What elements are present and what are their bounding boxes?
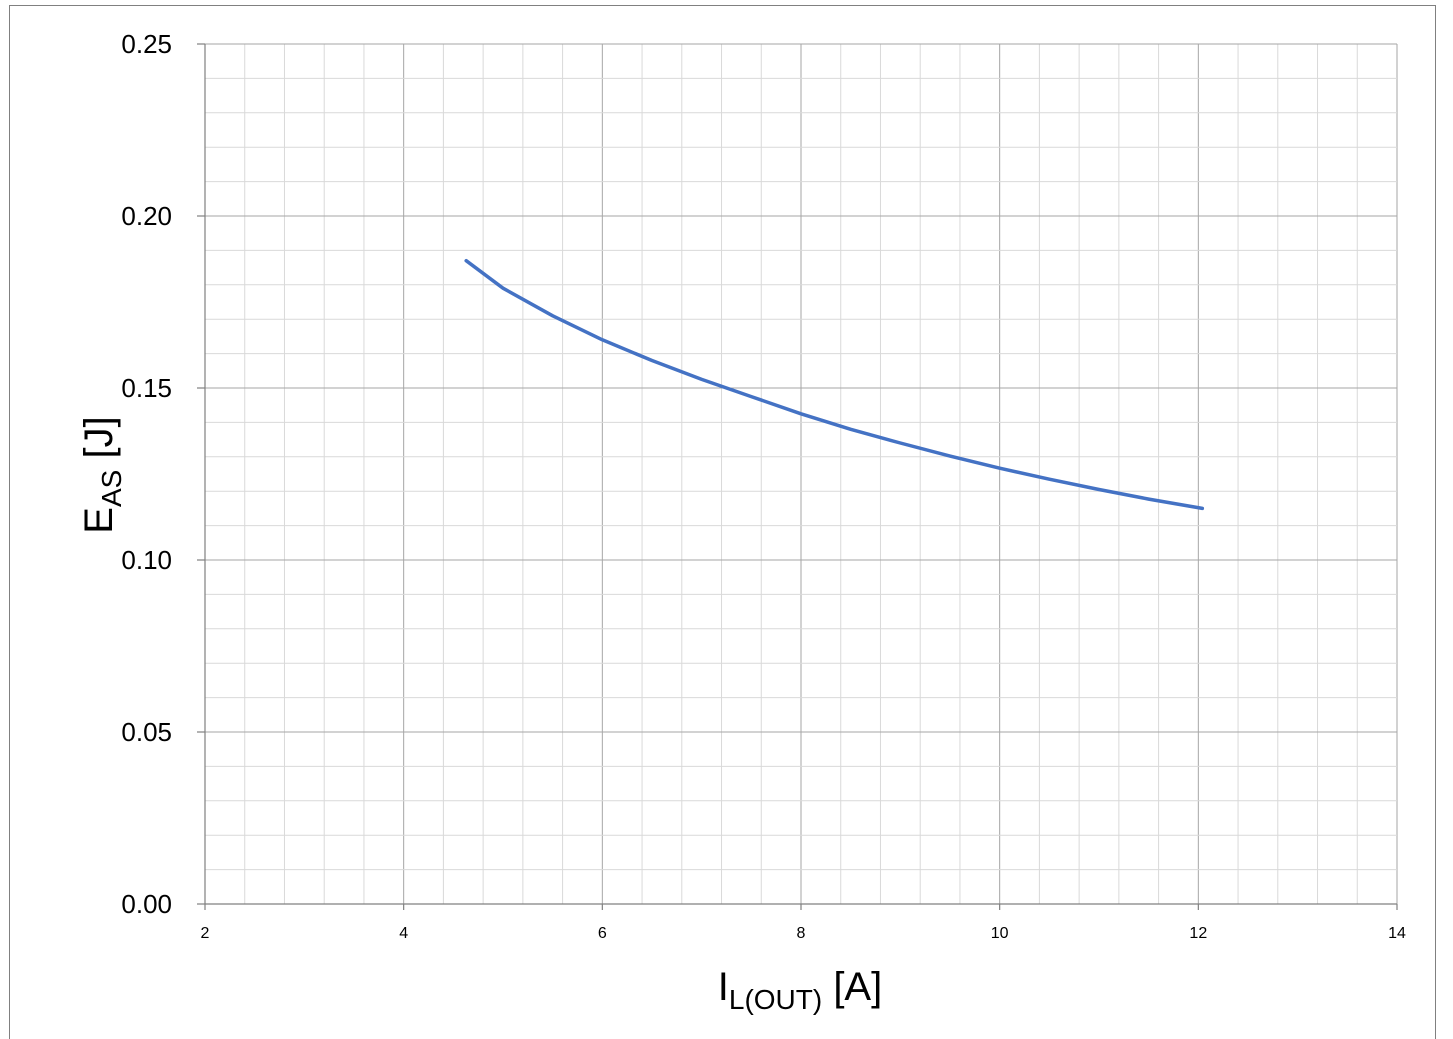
x-tick-label: 4 <box>399 925 408 942</box>
x-tick-label: 12 <box>1189 925 1207 942</box>
y-axis-title-main: E <box>77 507 121 534</box>
y-tick-label: 0.20 <box>121 201 172 231</box>
y-tick-label: 0.05 <box>121 717 172 747</box>
x-tick-label: 2 <box>201 925 210 942</box>
x-axis-title-unit: [A] <box>822 965 882 1009</box>
grid <box>204 43 1398 905</box>
y-tick-label: 0.10 <box>121 545 172 575</box>
y-tick-label: 0.15 <box>121 373 172 403</box>
series-layer <box>464 258 1205 511</box>
y-axis-title: EAS [J] <box>77 416 127 533</box>
x-axis-title: IL(OUT) [A] <box>718 965 882 1015</box>
axes <box>197 43 1398 910</box>
y-tick-label: 0.00 <box>121 889 172 919</box>
x-axis-title-sub: L(OUT) <box>729 984 822 1015</box>
y-axis-title-unit: [J] <box>77 416 121 469</box>
y-tick-label: 0.25 <box>121 29 172 59</box>
tick-labels: 0.00 0.05 0.10 0.15 0.20 0.25 2 4 6 8 10 12 14 <box>121 29 1406 942</box>
x-tick-label: 8 <box>797 925 806 942</box>
y-axis-title-sub: AS <box>96 470 127 507</box>
x-tick-label: 14 <box>1388 925 1406 942</box>
chart-frame <box>9 5 1436 1039</box>
x-tick-label: 6 <box>598 925 607 942</box>
x-tick-label: 10 <box>991 925 1009 942</box>
x-axis-title-main: I <box>718 965 729 1009</box>
series-line <box>464 258 1205 511</box>
